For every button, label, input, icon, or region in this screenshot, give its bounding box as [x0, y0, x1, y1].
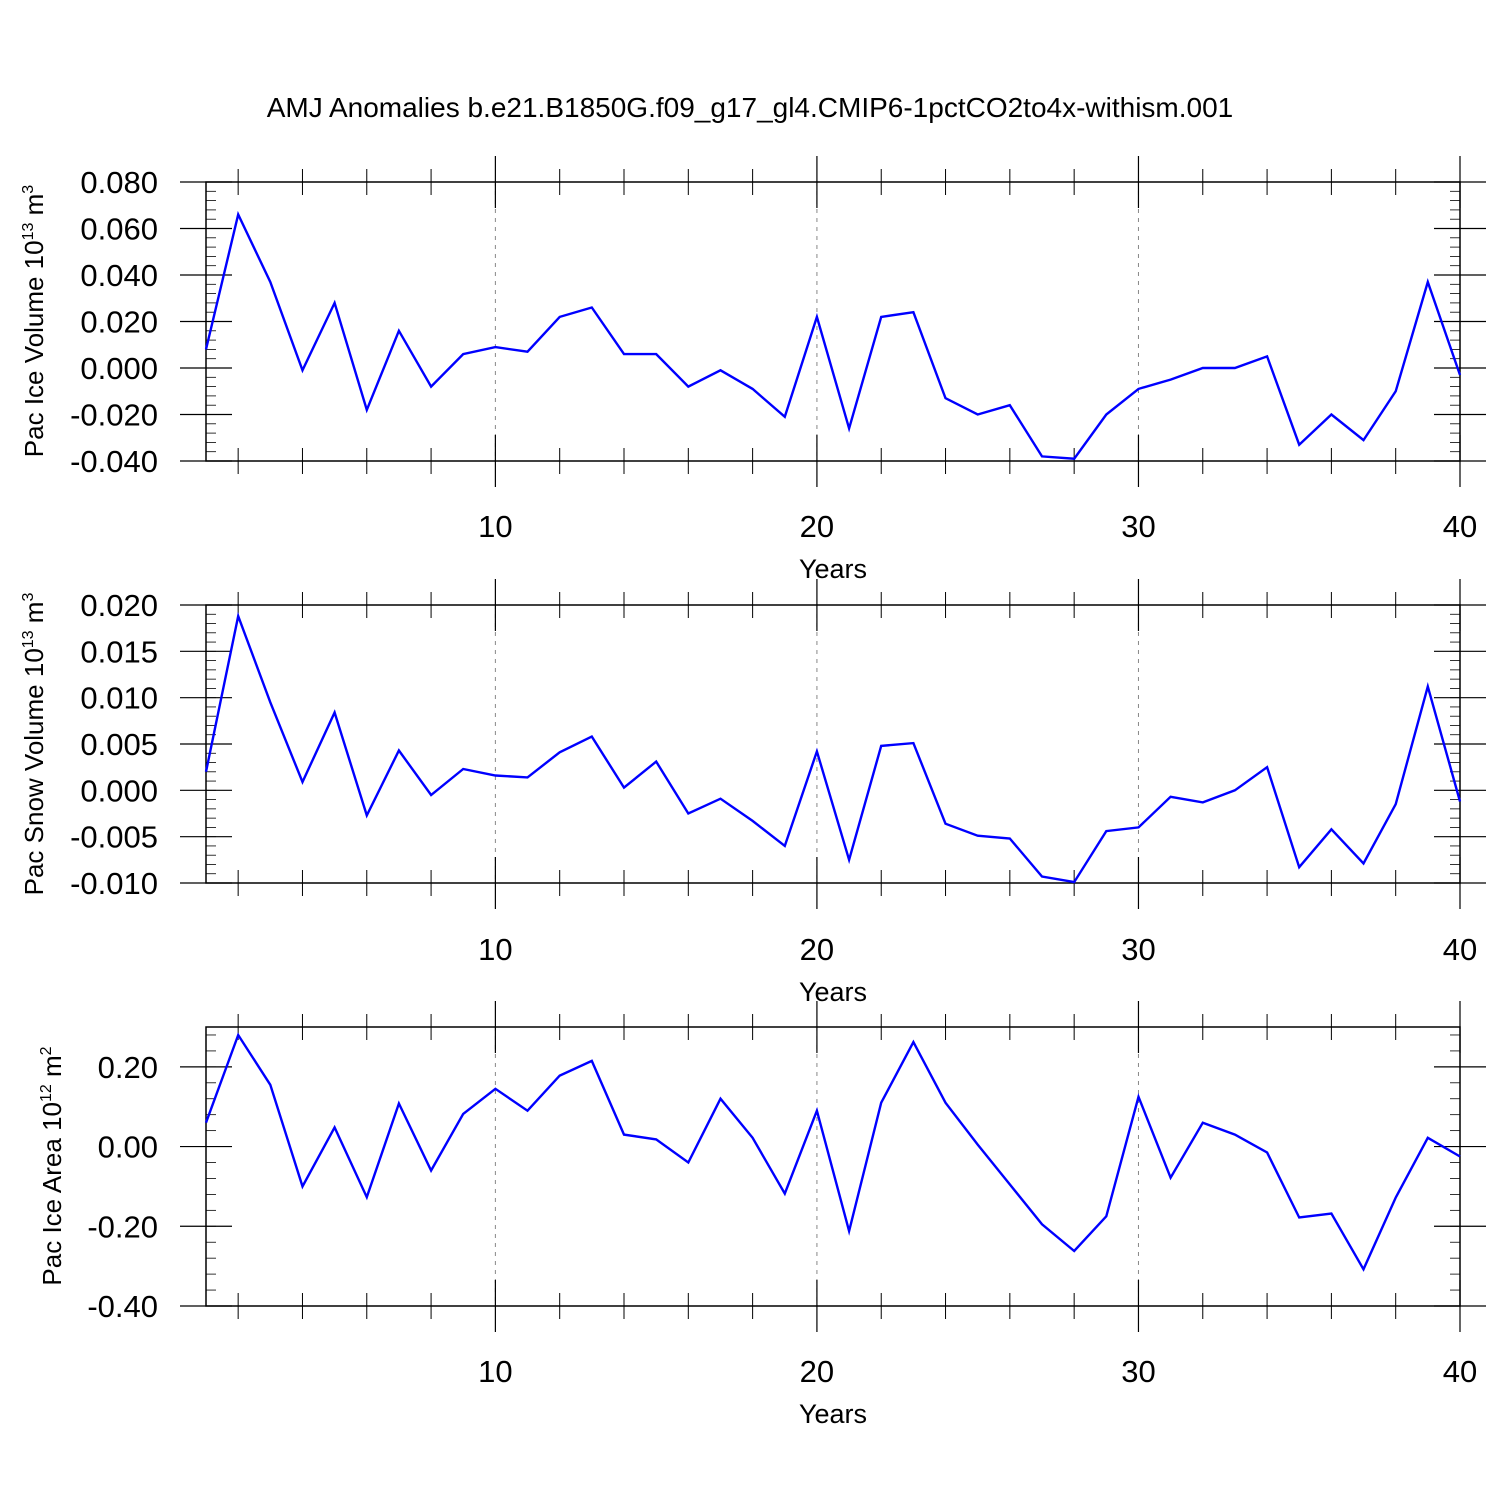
x-tick-label: 20 — [800, 509, 834, 544]
y-axis-label-unit-exponent: 3 — [20, 593, 37, 602]
x-tick-label: 30 — [1121, 932, 1155, 967]
x-axis-label: Years — [799, 1399, 867, 1429]
plot-frame — [205, 181, 1461, 462]
y-axis-label: Pac Ice Volume 1013 m3 — [19, 185, 49, 458]
y-axis-label-exponent: 13 — [20, 630, 37, 648]
y-axis-label: Pac Ice Area 1012 m2 — [37, 1046, 67, 1285]
x-tick-label: 10 — [478, 509, 512, 544]
y-tick-label: -0.040 — [70, 444, 158, 479]
y-tick-label: -0.20 — [87, 1209, 158, 1244]
y-tick-label: -0.020 — [70, 398, 158, 433]
y-axis-label-text: Pac Ice Volume 10 — [19, 240, 49, 457]
chart-panel-1: 0.080 0.060 0.040 0.020 0.000 -0.020 -0.040 10 2… — [19, 156, 1486, 584]
x-tick-label: 20 — [800, 932, 834, 967]
y-tick-label: 0.20 — [98, 1050, 158, 1085]
y-axis-label-unit: m — [19, 602, 49, 631]
x-tick-label: 40 — [1443, 509, 1477, 544]
y-tick-label: 0.000 — [80, 351, 158, 386]
series-line-1 — [204, 210, 1462, 460]
y-tick-label: 0.040 — [80, 258, 158, 293]
chart-panel-2: 0.020 0.015 0.010 0.005 0.000 -0.005 -0.010 10 2… — [19, 579, 1486, 1007]
y-tick-label: -0.40 — [87, 1289, 158, 1324]
y-axis-label-exponent: 12 — [38, 1084, 55, 1102]
x-axis-label: Years — [799, 977, 867, 1007]
y-tick-label: 0.060 — [80, 212, 158, 247]
y-tick-label: 0.005 — [80, 727, 158, 762]
y-tick-label: 0.010 — [80, 681, 158, 716]
y-tick-label: 0.020 — [80, 305, 158, 340]
series-line-1 — [204, 1032, 1461, 1272]
y-axis-label-text: Pac Snow Volume 10 — [19, 648, 49, 895]
x-tick-label: 30 — [1121, 1354, 1155, 1389]
x-axis-label: Years — [799, 554, 867, 584]
chart-panel-3: 0.20 0.00 -0.20 -0.40 10 20 30 40 Years Pac Ice A… — [37, 1001, 1486, 1429]
x-tick-label: 10 — [478, 932, 512, 967]
y-axis-label-unit: m — [19, 194, 49, 223]
plot-frame — [205, 604, 1461, 884]
y-tick-label: -0.005 — [70, 820, 158, 855]
y-tick-label: 0.015 — [80, 634, 158, 669]
y-tick-label: 0.000 — [80, 773, 158, 808]
y-axis-label-exponent: 13 — [20, 222, 37, 240]
x-tick-label: 20 — [800, 1354, 834, 1389]
y-axis-label-unit-exponent: 3 — [20, 185, 37, 194]
y-tick-label: 0.020 — [80, 588, 158, 623]
x-tick-label: 40 — [1443, 1354, 1477, 1389]
y-axis-label: Pac Snow Volume 1013 m3 — [19, 593, 49, 896]
series-line-1 — [204, 611, 1462, 884]
x-tick-label: 40 — [1443, 932, 1477, 967]
y-tick-label: -0.010 — [70, 866, 158, 901]
x-tick-label: 30 — [1121, 509, 1155, 544]
x-tick-label: 10 — [478, 1354, 512, 1389]
y-axis-label-unit: m — [37, 1055, 67, 1084]
y-axis-label-text: Pac Ice Area 10 — [37, 1102, 67, 1286]
y-tick-label: 0.00 — [98, 1130, 158, 1165]
page-title: AMJ Anomalies b.e21.B1850G.f09_g17_gl4.C… — [266, 92, 1234, 123]
plot-frame — [205, 1026, 1461, 1307]
y-tick-label: 0.080 — [80, 165, 158, 200]
y-axis-label-unit-exponent: 2 — [38, 1046, 55, 1055]
